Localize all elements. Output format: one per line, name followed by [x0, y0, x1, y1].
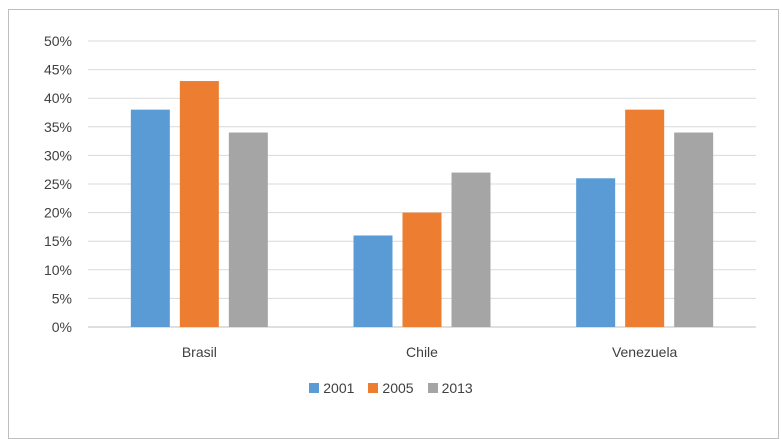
y-tick-label: 40%	[44, 90, 72, 106]
y-tick-label: 10%	[44, 262, 72, 278]
legend-swatch-2001	[309, 383, 320, 393]
y-tick-label: 5%	[52, 290, 72, 306]
legend-label-2001: 2001	[323, 380, 355, 396]
x-category-label: Brasil	[182, 344, 217, 360]
bar-venezuela-2013	[674, 132, 714, 327]
x-category-label: Chile	[406, 344, 438, 360]
legend-label-2013: 2013	[441, 380, 473, 396]
y-tick-label: 25%	[44, 176, 72, 192]
legend-item-2013: 2013	[427, 380, 473, 396]
bar-venezuela-2005	[625, 109, 665, 327]
y-tick-label: 45%	[44, 62, 72, 78]
y-tick-label: 30%	[44, 147, 72, 163]
legend-swatch-2005	[368, 383, 379, 393]
y-tick-label: 15%	[44, 233, 72, 249]
x-category-label: Venezuela	[612, 344, 678, 360]
legend-label-2005: 2005	[382, 380, 414, 396]
bar-brasil-2001	[130, 109, 170, 327]
y-tick-label: 20%	[44, 205, 72, 221]
bar-brasil-2013	[228, 132, 268, 327]
bar-chile-2001	[353, 235, 393, 327]
bar-chile-2005	[402, 212, 442, 327]
bar-chart: 0% 5% 10% 15% 20% 25% 30% 35% 40% 45% 50% Brasil Chi…	[44, 33, 756, 360]
y-tick-label: 50%	[44, 33, 72, 49]
y-tick-label: 35%	[44, 119, 72, 135]
bar-venezuela-2001	[576, 178, 616, 327]
legend: 2001 2005 2013	[0, 380, 782, 396]
bar-chile-2013	[451, 172, 491, 327]
legend-swatch-2013	[427, 383, 438, 393]
legend-item-2005: 2005	[368, 380, 414, 396]
legend-item-2001: 2001	[309, 380, 354, 396]
bar-brasil-2005	[179, 81, 219, 327]
y-tick-label: 0%	[52, 319, 72, 335]
